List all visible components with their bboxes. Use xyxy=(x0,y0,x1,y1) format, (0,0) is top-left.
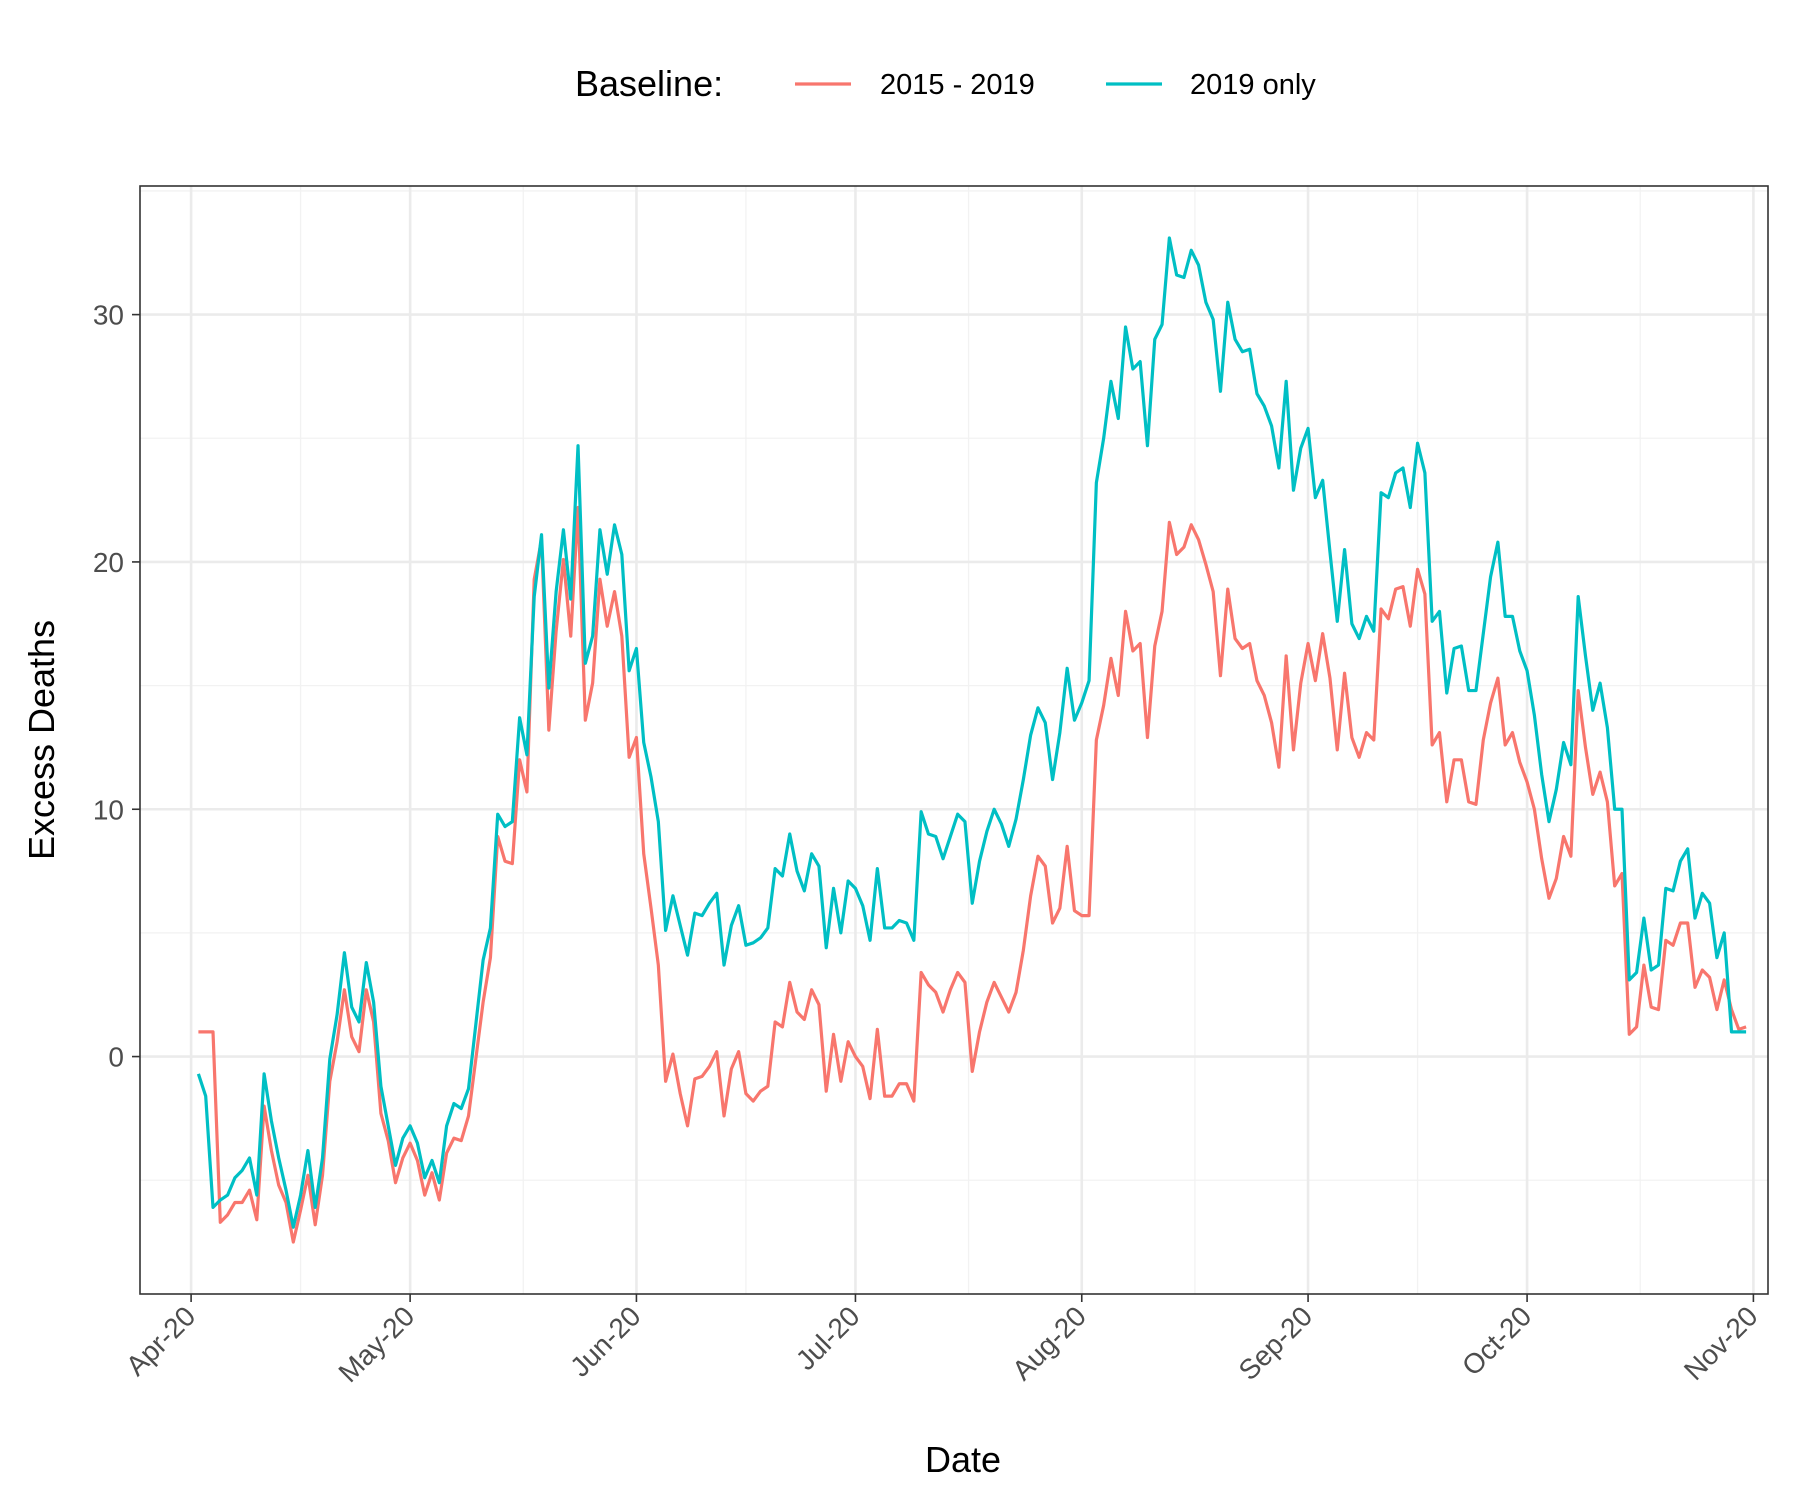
x-axis-title: Date xyxy=(925,1439,1001,1480)
series-lines xyxy=(196,236,1747,1244)
y-axis: 0 10 20 30 xyxy=(93,300,140,1073)
legend-title: Baseline: xyxy=(575,63,723,104)
legend: Baseline: 2015 - 2019 2019 only xyxy=(575,63,1316,104)
y-tick-label: 10 xyxy=(93,794,124,825)
legend-label-2015-2019: 2015 - 2019 xyxy=(880,69,1035,101)
y-tick-label: 0 xyxy=(108,1042,124,1073)
legend-label-2019-only: 2019 only xyxy=(1190,69,1316,101)
major-gridlines xyxy=(140,186,1768,1294)
y-axis-title: Excess Deaths xyxy=(21,620,62,860)
y-tick-label: 30 xyxy=(93,300,124,331)
plot-panel-border xyxy=(139,185,1769,1295)
y-tick-label: 20 xyxy=(93,547,124,578)
series-line-2019-only xyxy=(196,236,1747,1229)
series-line-2015-2019 xyxy=(198,505,1747,1244)
